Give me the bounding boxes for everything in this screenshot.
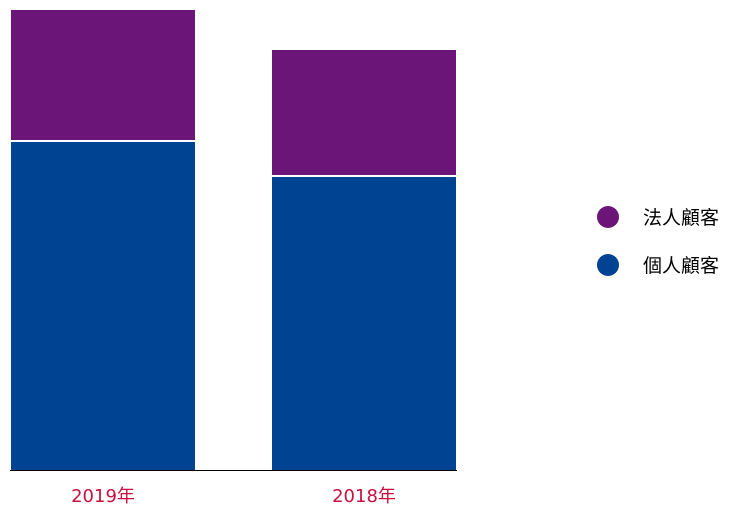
bar-corporate-1 (272, 50, 456, 176)
legend-label-0: 法人顧客 (643, 207, 719, 229)
x-tick-labels: 2019年 2018年 (71, 486, 396, 507)
legend-label-1: 個人顧客 (643, 255, 719, 277)
x-tick-label-0: 2019年 (71, 486, 135, 506)
x-tick-label-1: 2018年 (332, 486, 396, 506)
legend-swatch-1 (597, 254, 619, 276)
bar-individual-0 (11, 141, 195, 470)
bars-layer (11, 10, 456, 470)
legend-swatch-0 (597, 206, 619, 228)
bar-corporate-0 (11, 10, 195, 141)
bar-individual-1 (272, 176, 456, 470)
